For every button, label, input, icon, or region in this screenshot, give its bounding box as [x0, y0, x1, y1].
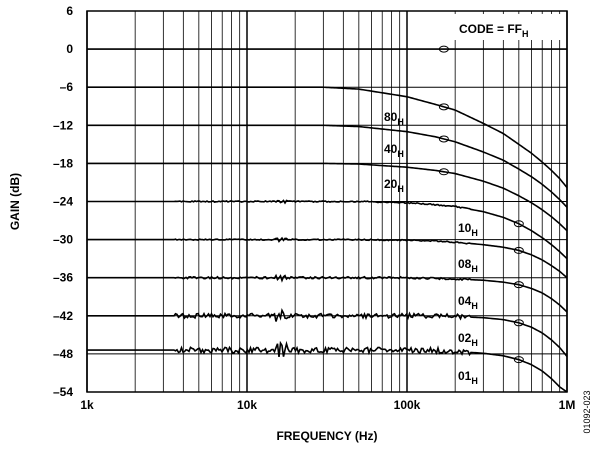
curve-label-02: 02H	[458, 331, 478, 348]
curve-marker-04	[513, 281, 524, 289]
gain-curve-80	[87, 86, 568, 189]
y-axis-label: GAIN (dB)	[8, 173, 22, 230]
y-tick-label: –42	[53, 309, 73, 323]
curve-label-10: 10H	[458, 221, 478, 238]
curve-label-subscript: H	[471, 264, 478, 274]
curve-label-subscript: H	[471, 228, 478, 238]
curve-label-08: 08H	[458, 257, 478, 274]
gain-curves	[87, 48, 568, 393]
code-annotation-subscript: H	[522, 29, 529, 39]
gain-curve-10	[87, 199, 568, 260]
y-tick-label: –12	[53, 118, 73, 132]
curve-label-04: 04H	[458, 294, 478, 311]
curve-label-subscript: H	[397, 149, 404, 159]
curve-label-code: 08	[458, 257, 472, 271]
curve-marker-10	[513, 220, 524, 228]
x-tick-labels: 1k 10k 100k 1M	[80, 398, 575, 412]
x-axis-label: FREQUENCY (Hz)	[276, 429, 377, 443]
x-tick-label: 1k	[80, 398, 94, 412]
x-tick-label: 1M	[559, 398, 576, 412]
curve-label-code: 40	[384, 142, 398, 156]
curve-marker-80	[438, 103, 449, 111]
curve-marker-40	[438, 135, 449, 143]
curve-label-code: 01	[458, 369, 472, 383]
curve-marker-20	[438, 168, 449, 176]
code-annotation-text: CODE = FFH	[459, 22, 529, 39]
curve-label-code: 20	[384, 177, 398, 191]
curve-marker-FF	[438, 45, 449, 53]
gain-curve-08	[87, 236, 568, 279]
curve-label-subscript: H	[471, 301, 478, 311]
code-annotation-main: CODE = FF	[459, 22, 522, 36]
curve-label-subscript: H	[471, 376, 478, 386]
y-tick-label: –48	[53, 347, 73, 361]
figure-id: 01092-023	[582, 390, 592, 433]
curve-label-code: 10	[458, 221, 472, 235]
curve-markers	[438, 45, 524, 364]
y-tick-labels: 6 0 –6 –12 –18 –24 –30 –36 –42 –48 –54	[53, 4, 73, 399]
gain-curve-04	[87, 273, 568, 313]
y-tick-label: –6	[60, 80, 74, 94]
x-tick-label: 100k	[394, 398, 421, 412]
y-tick-label: –36	[53, 271, 73, 285]
plot-frame	[86, 10, 568, 393]
y-tick-label: –54	[53, 385, 73, 399]
gain-curve-01	[87, 340, 568, 393]
curve-label-01: 01H	[458, 369, 478, 386]
curve-label-40: 40H	[384, 142, 404, 159]
curve-label-80: 80H	[384, 110, 404, 127]
curve-label-subscript: H	[471, 338, 478, 348]
y-tick-label: 0	[66, 42, 73, 56]
y-tick-label: –18	[53, 156, 73, 170]
code-annotation-box	[453, 14, 565, 40]
y-tick-label: 6	[66, 4, 73, 18]
curve-label-code: 02	[458, 331, 472, 345]
gain-curve-40	[87, 124, 568, 208]
curve-label-subscript: H	[397, 184, 404, 194]
gain-curve-02	[87, 307, 568, 357]
curve-label-code: 80	[384, 110, 398, 124]
curve-marker-08	[513, 246, 524, 254]
curve-marker-02	[513, 319, 524, 327]
curve-label-code: 04	[458, 294, 472, 308]
curve-label-subscript: H	[397, 117, 404, 127]
y-tick-label: –24	[53, 195, 73, 209]
curve-label-20: 20H	[384, 177, 404, 194]
code-annotation: CODE = FFH	[453, 14, 565, 40]
x-tick-label: 10k	[237, 398, 257, 412]
y-tick-label: –30	[53, 233, 73, 247]
curve-marker-01	[513, 356, 524, 364]
gain-curve-20	[87, 162, 568, 232]
